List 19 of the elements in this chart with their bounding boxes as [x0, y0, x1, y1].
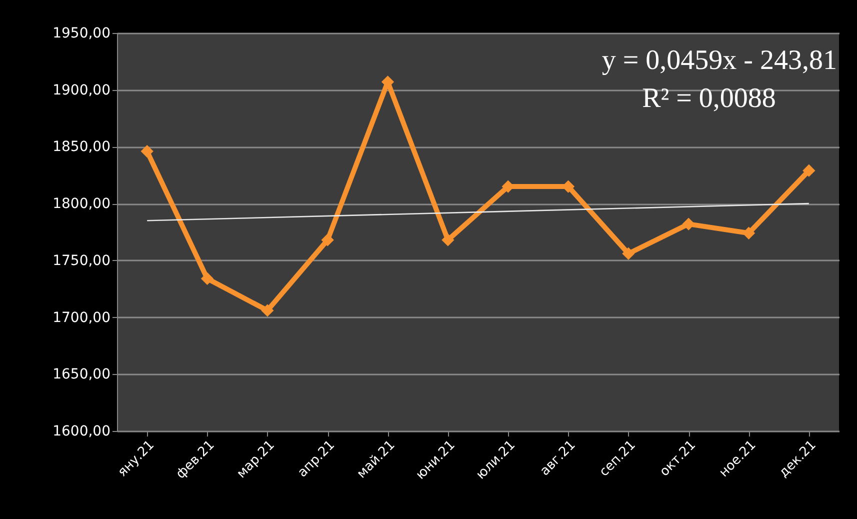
y-tick-label: 1800,00 [52, 196, 110, 212]
annotation: y = 0,0459x - 243,81 [602, 45, 837, 76]
point [261, 304, 274, 317]
point [140, 144, 154, 158]
y-tick-label: 1600,00 [52, 424, 110, 440]
y-tick-label: 1900,00 [52, 82, 110, 98]
annotation: R² = 0,0088 [642, 83, 776, 114]
point [321, 234, 334, 246]
y-tick-label: 1950,00 [52, 26, 110, 42]
point [682, 218, 695, 230]
point [442, 234, 454, 246]
y-tick-label: 1750,00 [52, 252, 110, 269]
y-tick-label: 1700,00 [52, 310, 110, 326]
point [802, 164, 816, 177]
point [200, 272, 214, 285]
y-tick-label: 1850,00 [52, 139, 110, 156]
y-tick-label: 1650,00 [52, 366, 110, 383]
point [742, 226, 756, 240]
point [622, 247, 635, 260]
